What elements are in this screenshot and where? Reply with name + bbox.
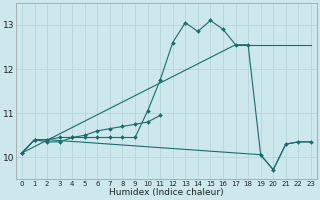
X-axis label: Humidex (Indice chaleur): Humidex (Indice chaleur) <box>109 188 224 197</box>
